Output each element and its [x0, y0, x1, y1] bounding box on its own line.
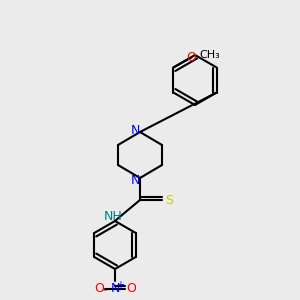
Text: O: O: [126, 283, 136, 296]
Text: O: O: [94, 283, 104, 296]
Text: N: N: [130, 173, 140, 187]
Text: ⁻: ⁻: [101, 288, 107, 298]
Text: N: N: [110, 283, 120, 296]
Text: +: +: [116, 280, 124, 290]
Text: NH: NH: [103, 211, 122, 224]
Text: O: O: [186, 51, 196, 64]
Text: N: N: [130, 124, 140, 136]
Text: S: S: [165, 194, 173, 206]
Text: CH₃: CH₃: [199, 50, 220, 61]
